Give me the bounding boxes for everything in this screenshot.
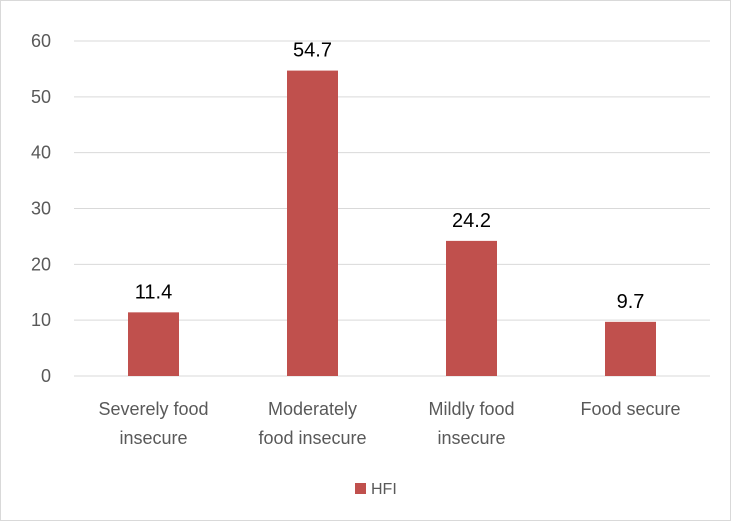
y-tick-label-30: 30 — [31, 199, 51, 219]
bar-1 — [287, 70, 338, 376]
data-label-1: 54.7 — [293, 40, 332, 62]
x-axis-categories: Severely food insecure Moderately food inse… — [98, 399, 680, 448]
category-label-2: Mildly food insecure — [428, 399, 514, 448]
bar-0 — [128, 312, 179, 376]
data-label-0: 11.4 — [135, 281, 172, 303]
category-label-line: Food secure — [580, 399, 680, 419]
category-label-3: Food secure — [580, 399, 680, 419]
legend-label-hfi: HFI — [371, 481, 397, 498]
category-label-line: Mildly food — [428, 399, 514, 419]
y-tick-label-60: 60 — [31, 31, 51, 51]
category-label-line: insecure — [119, 428, 187, 448]
legend: HFI — [355, 481, 397, 498]
category-label-line: insecure — [437, 428, 505, 448]
category-label-0: Severely food insecure — [98, 399, 208, 448]
category-label-line: food insecure — [258, 428, 366, 448]
category-label-line: Severely food — [98, 399, 208, 419]
data-labels: 11.4 54.7 24.2 9.7 — [135, 40, 645, 313]
category-label-line: Moderately — [268, 399, 357, 419]
y-axis-ticks: 0 10 20 30 40 50 60 — [31, 31, 51, 386]
category-label-1: Moderately food insecure — [258, 399, 366, 448]
y-tick-label-40: 40 — [31, 143, 51, 163]
data-label-3: 9.7 — [617, 291, 645, 313]
y-tick-label-20: 20 — [31, 254, 51, 274]
bar-2 — [446, 240, 497, 376]
bars — [128, 70, 656, 376]
y-tick-label-0: 0 — [41, 366, 51, 386]
data-label-2: 24.2 — [452, 210, 491, 232]
y-tick-label-50: 50 — [31, 87, 51, 107]
legend-swatch-hfi — [355, 483, 366, 494]
bar-3 — [605, 321, 656, 376]
y-tick-label-10: 10 — [31, 310, 51, 330]
gridlines — [74, 40, 710, 377]
